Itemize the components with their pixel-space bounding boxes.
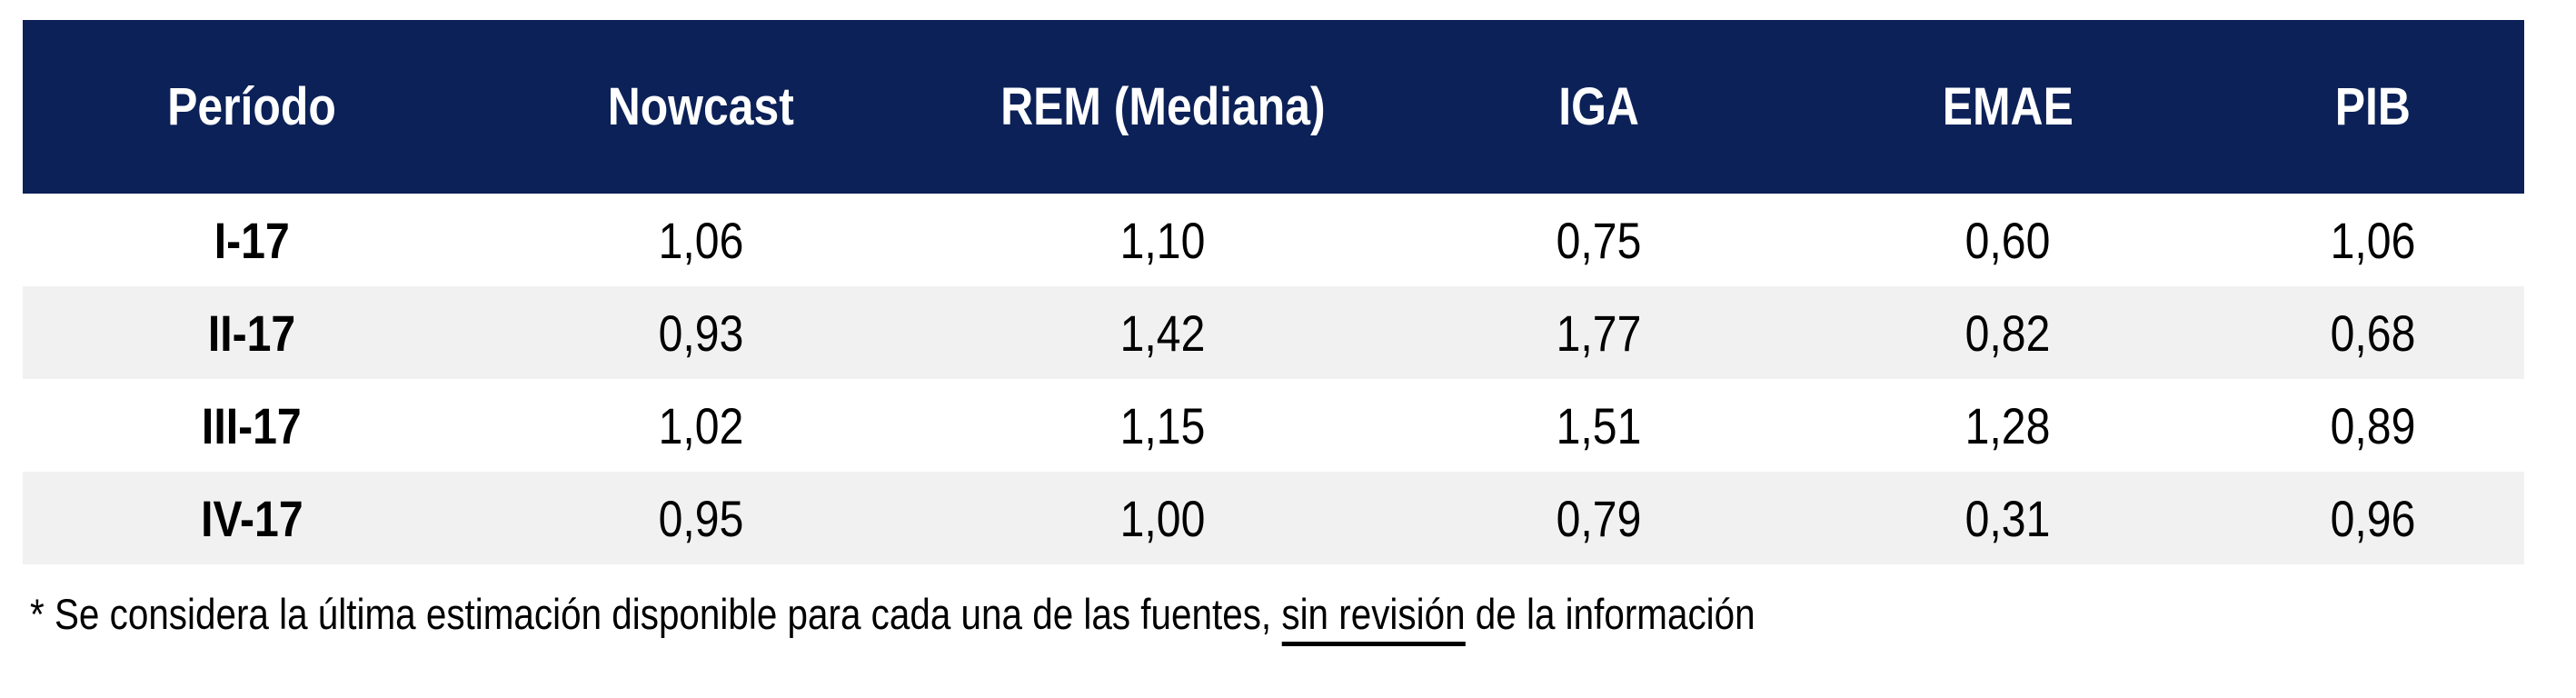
cell-iga: 0,79 xyxy=(1404,472,1794,564)
value: 0,82 xyxy=(1964,304,2051,362)
footnote-suffix: de la información xyxy=(1465,590,1755,638)
cell-rem: 1,00 xyxy=(921,472,1404,564)
cell-emae: 0,31 xyxy=(1794,472,2222,564)
cell-iga: 1,77 xyxy=(1404,286,1794,379)
value: 1,06 xyxy=(658,211,744,269)
column-header-label: Nowcast xyxy=(607,77,795,136)
period-label: III-17 xyxy=(202,396,302,454)
value: 0,96 xyxy=(2330,489,2416,547)
cell-pib: 1,06 xyxy=(2222,194,2524,286)
cell-emae: 0,82 xyxy=(1794,286,2222,379)
column-header-nowcast: Nowcast xyxy=(481,20,921,194)
cell-period: IV-17 xyxy=(23,472,481,564)
column-header-label: PIB xyxy=(2334,77,2412,136)
cell-rem: 1,42 xyxy=(921,286,1404,379)
column-header-label: Período xyxy=(167,77,336,136)
value: 1,00 xyxy=(1119,489,1206,547)
table-row: I-17 1,06 1,10 0,75 0,60 1,06 xyxy=(23,194,2524,286)
column-header-iga: IGA xyxy=(1404,20,1794,194)
column-header-rem-mediana: REM (Mediana) xyxy=(921,20,1404,194)
period-label: I-17 xyxy=(214,211,290,269)
value: 0,89 xyxy=(2330,396,2416,454)
period-label: II-17 xyxy=(207,304,296,362)
cell-nowcast: 0,95 xyxy=(481,472,921,564)
value: 1,02 xyxy=(658,396,744,454)
table-row: II-17 0,93 1,42 1,77 0,82 0,68 xyxy=(23,286,2524,379)
cell-emae: 0,60 xyxy=(1794,194,2222,286)
value: 1,51 xyxy=(1556,396,1642,454)
cell-nowcast: 0,93 xyxy=(481,286,921,379)
cell-nowcast: 1,06 xyxy=(481,194,921,286)
footnote: * Se considera la última estimación disp… xyxy=(30,586,2036,646)
nowcast-comparison-table: Período Nowcast REM (Mediana) IGA EMAE P… xyxy=(23,20,2524,564)
value: 0,79 xyxy=(1556,489,1642,547)
cell-period: I-17 xyxy=(23,194,481,286)
cell-period: III-17 xyxy=(23,379,481,472)
column-header-periodo: Período xyxy=(23,20,481,194)
value: 0,68 xyxy=(2330,304,2416,362)
value: 1,15 xyxy=(1119,396,1206,454)
cell-pib: 0,96 xyxy=(2222,472,2524,564)
cell-period: II-17 xyxy=(23,286,481,379)
column-header-emae: EMAE xyxy=(1794,20,2222,194)
cell-pib: 0,89 xyxy=(2222,379,2524,472)
column-header-label: REM (Mediana) xyxy=(1000,77,1326,136)
cell-emae: 1,28 xyxy=(1794,379,2222,472)
value: 1,06 xyxy=(2330,211,2416,269)
cell-rem: 1,10 xyxy=(921,194,1404,286)
value: 1,77 xyxy=(1556,304,1642,362)
cell-iga: 1,51 xyxy=(1404,379,1794,472)
value: 0,93 xyxy=(658,304,744,362)
footnote-prefix: * Se considera la última estimación disp… xyxy=(30,590,1282,638)
cell-nowcast: 1,02 xyxy=(481,379,921,472)
table-row: IV-17 0,95 1,00 0,79 0,31 0,96 xyxy=(23,472,2524,564)
cell-iga: 0,75 xyxy=(1404,194,1794,286)
column-header-label: EMAE xyxy=(1942,77,2074,136)
value: 1,10 xyxy=(1119,211,1206,269)
footnote-text: * Se considera la última estimación disp… xyxy=(30,586,1755,646)
cell-pib: 0,68 xyxy=(2222,286,2524,379)
period-label: IV-17 xyxy=(200,489,303,547)
table-header-row: Período Nowcast REM (Mediana) IGA EMAE P… xyxy=(23,20,2524,194)
value: 0,75 xyxy=(1556,211,1642,269)
value: 0,31 xyxy=(1964,489,2051,547)
value: 1,42 xyxy=(1119,304,1206,362)
cell-rem: 1,15 xyxy=(921,379,1404,472)
table-row: III-17 1,02 1,15 1,51 1,28 0,89 xyxy=(23,379,2524,472)
value: 0,60 xyxy=(1964,211,2051,269)
column-header-pib: PIB xyxy=(2222,20,2524,194)
value: 1,28 xyxy=(1964,396,2051,454)
value: 0,95 xyxy=(658,489,744,547)
footnote-underlined-phrase: sin revisión xyxy=(1281,590,1466,646)
column-header-label: IGA xyxy=(1558,77,1639,136)
